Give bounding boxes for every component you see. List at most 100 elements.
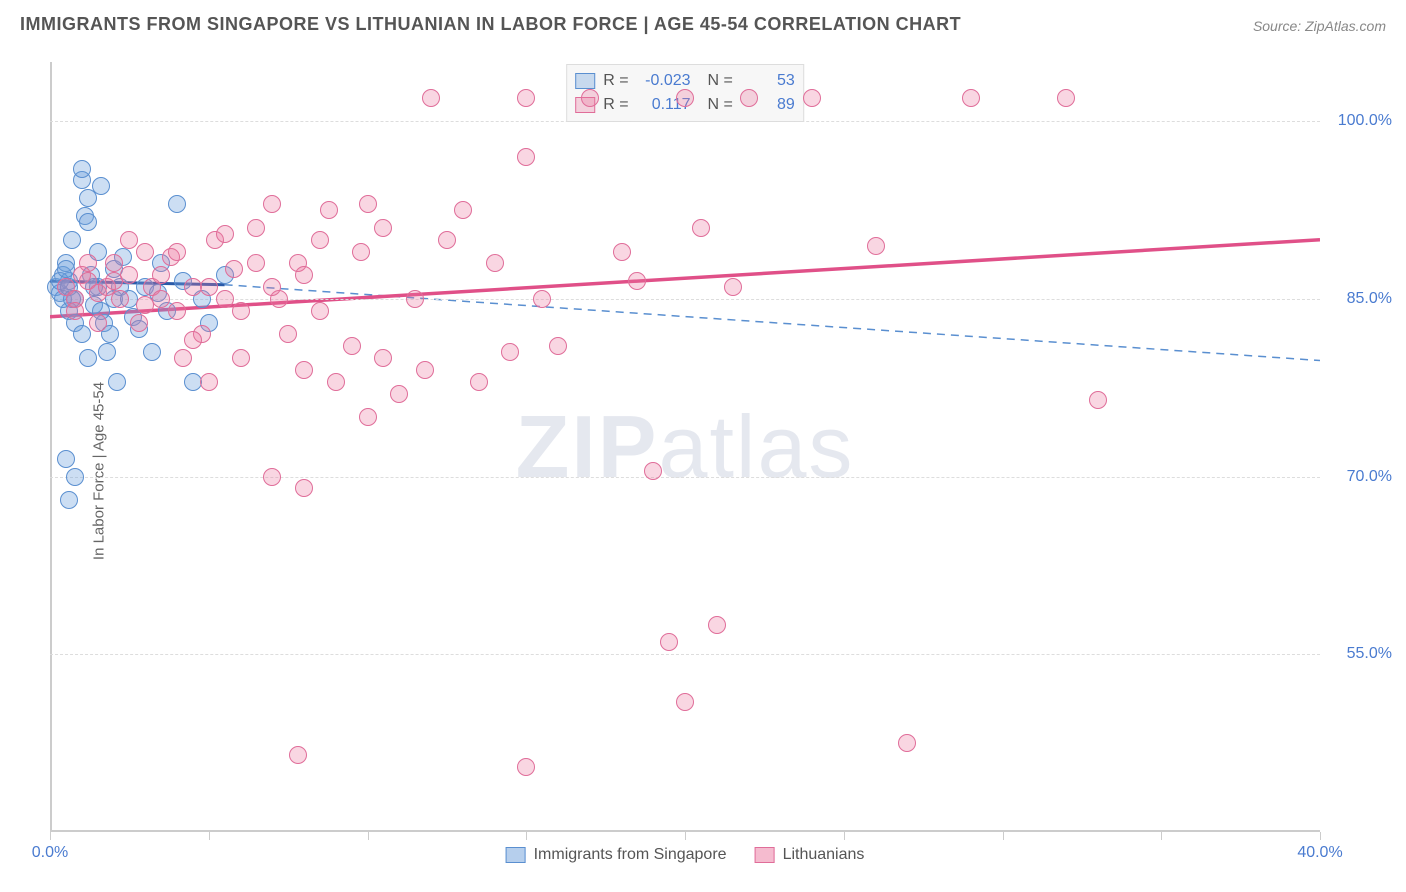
scatter-point [279,325,297,343]
scatter-point [247,219,265,237]
scatter-point [66,302,84,320]
bottom-legend: Immigrants from Singapore Lithuanians [506,846,865,864]
plot-border [50,62,1320,832]
scatter-point [73,160,91,178]
scatter-point [295,266,313,284]
scatter-point [66,468,84,486]
scatter-point [143,343,161,361]
scatter-point [79,213,97,231]
scatter-point [136,243,154,261]
scatter-point [216,290,234,308]
y-tick-label: 100.0% [1328,112,1392,130]
scatter-point [57,450,75,468]
scatter-point [295,361,313,379]
scatter-point [454,201,472,219]
scatter-point [962,89,980,107]
stat-n-label: N = [699,93,733,117]
scatter-point [533,290,551,308]
scatter-point [108,373,126,391]
bottom-legend-item: Lithuanians [755,846,865,864]
scatter-point [120,266,138,284]
scatter-point [92,177,110,195]
scatter-point [374,219,392,237]
y-tick-label: 70.0% [1328,468,1392,486]
scatter-point [289,746,307,764]
scatter-point [1057,89,1075,107]
scatter-point [352,243,370,261]
scatter-point [152,266,170,284]
bottom-legend-label: Immigrants from Singapore [534,846,727,864]
chart-title: IMMIGRANTS FROM SINGAPORE VS LITHUANIAN … [20,14,961,35]
gridline-horizontal [50,477,1320,478]
scatter-point [79,349,97,367]
legend-swatch [575,73,595,89]
scatter-point [247,254,265,272]
plot-area: ZIPatlas R =-0.023 N =53R =0.117 N =89 I… [50,62,1320,832]
scatter-point [422,89,440,107]
scatter-point [263,278,281,296]
y-tick-label: 55.0% [1328,645,1392,663]
scatter-point [225,260,243,278]
scatter-point [644,462,662,480]
gridline-horizontal [50,299,1320,300]
x-tick [209,832,210,840]
legend-swatch [506,847,526,863]
x-tick-label: 40.0% [1297,844,1342,862]
scatter-point [676,89,694,107]
scatter-point [152,290,170,308]
scatter-point [111,290,129,308]
scatter-point [628,272,646,290]
scatter-point [311,231,329,249]
scatter-point [232,349,250,367]
scatter-point [486,254,504,272]
stat-r-label: R = [603,93,628,117]
scatter-point [1089,391,1107,409]
scatter-point [724,278,742,296]
scatter-point [216,225,234,243]
scatter-point [136,296,154,314]
scatter-point [174,349,192,367]
scatter-point [63,231,81,249]
scatter-point [740,89,758,107]
scatter-point [501,343,519,361]
scatter-point [120,231,138,249]
source-attribution: Source: ZipAtlas.com [1253,18,1386,34]
scatter-point [438,231,456,249]
scatter-point [359,408,377,426]
scatter-point [692,219,710,237]
scatter-point [73,325,91,343]
x-tick [1003,832,1004,840]
x-tick [368,832,369,840]
x-tick [1161,832,1162,840]
bottom-legend-item: Immigrants from Singapore [506,846,727,864]
scatter-point [517,89,535,107]
scatter-point [105,272,123,290]
scatter-point [406,290,424,308]
scatter-point [898,734,916,752]
stat-n-label: N = [699,69,733,93]
scatter-point [660,633,678,651]
x-tick [685,832,686,840]
scatter-point [470,373,488,391]
scatter-point [105,254,123,272]
bottom-legend-label: Lithuanians [783,846,865,864]
scatter-point [359,195,377,213]
scatter-point [581,89,599,107]
scatter-point [89,314,107,332]
scatter-point [390,385,408,403]
scatter-point [79,254,97,272]
y-tick-label: 85.0% [1328,290,1392,308]
scatter-point [327,373,345,391]
x-tick-label: 0.0% [32,844,68,862]
x-tick [1320,832,1321,840]
scatter-point [130,314,148,332]
scatter-point [343,337,361,355]
stat-r-label: R = [603,69,628,93]
scatter-point [676,693,694,711]
scatter-point [708,616,726,634]
scatter-point [374,349,392,367]
scatter-point [168,302,186,320]
scatter-point [200,278,218,296]
scatter-point [184,331,202,349]
scatter-point [517,148,535,166]
